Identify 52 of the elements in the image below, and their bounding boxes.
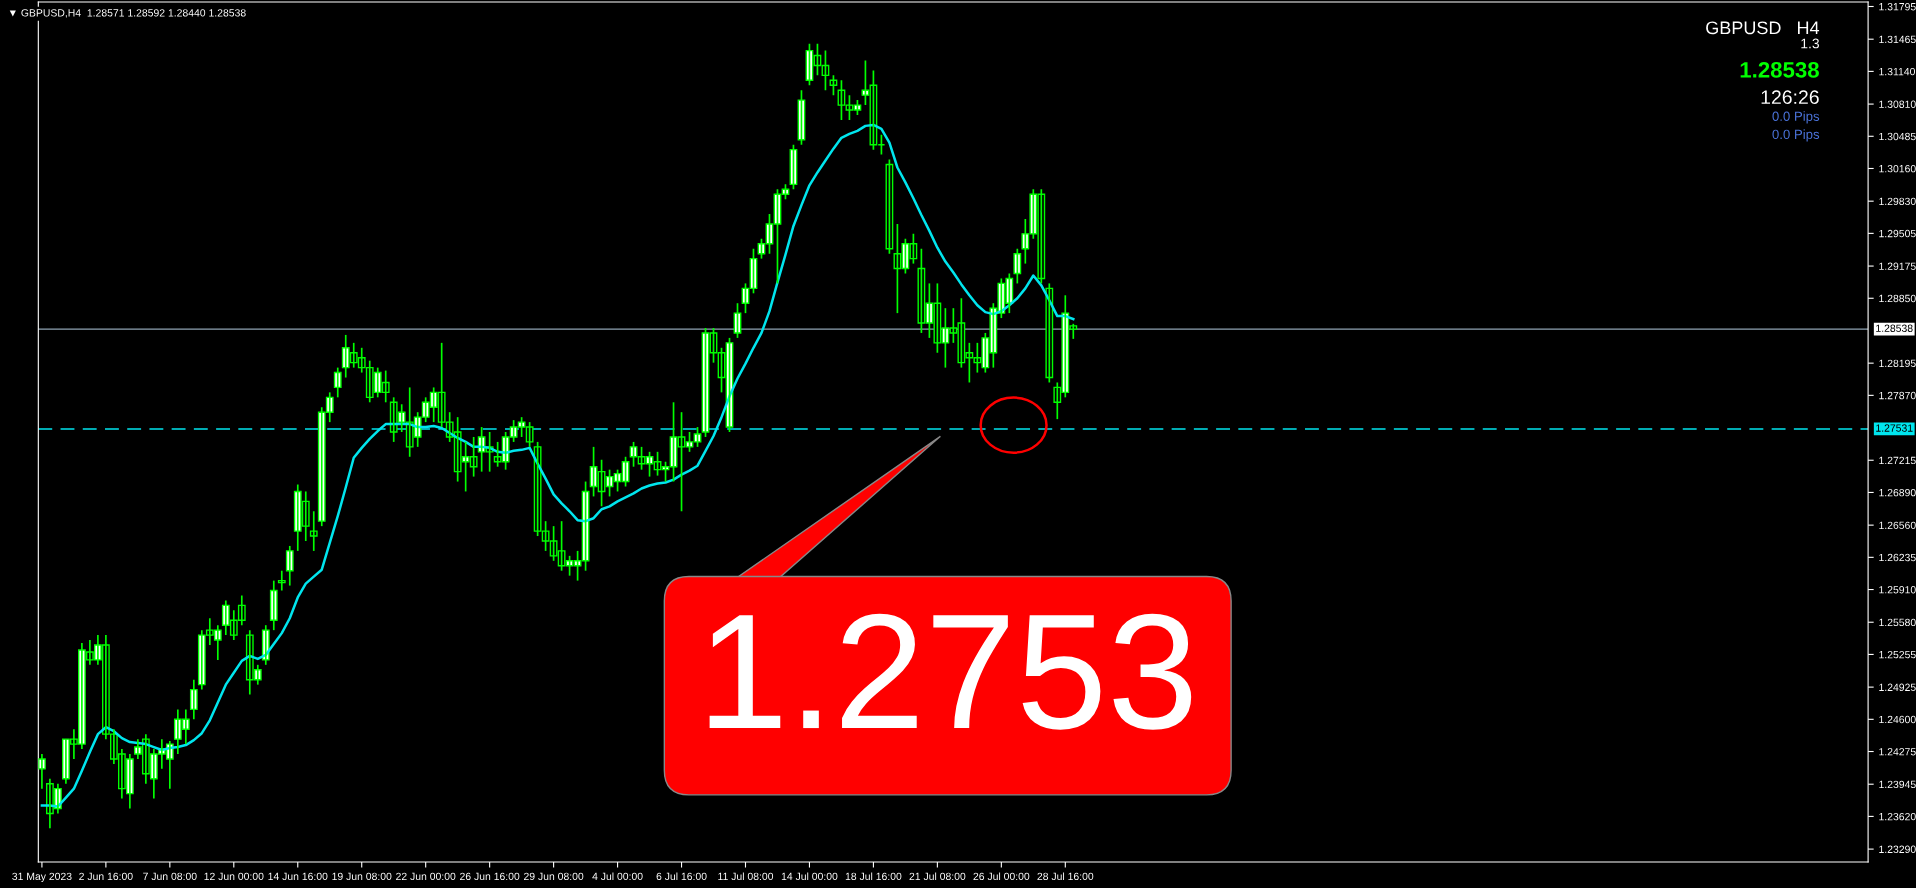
x-tick-label: 12 Jun 00:00 bbox=[204, 872, 264, 881]
y-tick-label: 1.28850 bbox=[1879, 294, 1916, 303]
x-tick-label: 14 Jun 16:00 bbox=[268, 872, 328, 881]
text: 0.0 Pips bbox=[1772, 129, 1820, 142]
x-tick-label: 31 May 2023 bbox=[12, 872, 72, 883]
x-tick-label: 19 Jun 08:00 bbox=[332, 872, 392, 881]
y-tick-label: 1.27215 bbox=[1879, 456, 1916, 465]
y-tick-label: 1.23945 bbox=[1879, 780, 1916, 789]
y-tick-label: 1.30485 bbox=[1879, 132, 1916, 141]
text: 126:26 bbox=[1761, 90, 1819, 105]
y-tick-label: 1.25910 bbox=[1879, 586, 1916, 594]
y-tick-label: 1.29830 bbox=[1879, 197, 1916, 206]
text: 1.28538 bbox=[1740, 61, 1819, 78]
y-tick-label: 1.29175 bbox=[1879, 262, 1916, 270]
annotation: 1.2753 bbox=[709, 613, 1192, 730]
x-tick-label: 22 Jun 00:00 bbox=[396, 872, 456, 881]
x-tick-label: 18 Jul 16:00 bbox=[845, 872, 902, 881]
ref-line-label: 1.28538 bbox=[1876, 324, 1913, 332]
y-tick-label: 1.25255 bbox=[1879, 650, 1916, 659]
x-tick-label: 26 Jul 00:00 bbox=[973, 872, 1030, 881]
y-tick-label: 1.31465 bbox=[1879, 35, 1916, 44]
x-tick-label: 28 Jul 16:00 bbox=[1037, 872, 1094, 881]
x-tick-label: 14 Jul 00:00 bbox=[781, 872, 838, 881]
y-tick-label: 1.31140 bbox=[1879, 67, 1915, 76]
text: 0.0 Pips bbox=[1772, 111, 1820, 124]
y-tick-label: 1.24275 bbox=[1879, 748, 1916, 756]
y-tick-label: 1.28195 bbox=[1879, 359, 1916, 368]
x-tick-label: 2 Jun 16:00 bbox=[79, 872, 133, 881]
y-tick-label: 1.27870 bbox=[1879, 391, 1916, 400]
y-tick-label: 1.31795 bbox=[1879, 3, 1916, 11]
y-tick-label: 1.26890 bbox=[1879, 488, 1916, 497]
y-tick-label: 1.29505 bbox=[1879, 229, 1916, 238]
x-tick-label: 29 Jun 08:00 bbox=[524, 872, 584, 881]
y-tick-label: 1.23620 bbox=[1879, 812, 1916, 821]
x-tick-label: 4 Jul 00:00 bbox=[592, 872, 643, 881]
text: 1.3 bbox=[1801, 38, 1819, 49]
y-tick-label: 1.26235 bbox=[1879, 553, 1916, 562]
text: ▼ GBPUSD,H4 1.28571 1.28592 1.28440 1.28538 bbox=[9, 9, 246, 18]
x-tick-label: 11 Jul 08:00 bbox=[718, 872, 774, 881]
y-tick-label: 1.23290 bbox=[1879, 845, 1916, 853]
x-tick-label: 21 Jul 08:00 bbox=[909, 872, 966, 881]
y-tick-label: 1.30810 bbox=[1879, 100, 1916, 108]
y-tick-label: 1.24600 bbox=[1879, 715, 1916, 724]
x-tick-label: 6 Jul 16:00 bbox=[656, 872, 707, 881]
ref-line-label: 1.27531 bbox=[1876, 424, 1913, 432]
x-tick-label: 7 Jun 08:00 bbox=[143, 872, 197, 881]
x-tick-label: 26 Jun 16:00 bbox=[460, 872, 520, 881]
y-tick-label: 1.26560 bbox=[1879, 521, 1916, 530]
text: GBPUSD H4 bbox=[1706, 21, 1820, 35]
y-tick-label: 1.24925 bbox=[1879, 683, 1916, 691]
y-tick-label: 1.30160 bbox=[1879, 164, 1916, 173]
y-tick-label: 1.25580 bbox=[1879, 618, 1916, 627]
